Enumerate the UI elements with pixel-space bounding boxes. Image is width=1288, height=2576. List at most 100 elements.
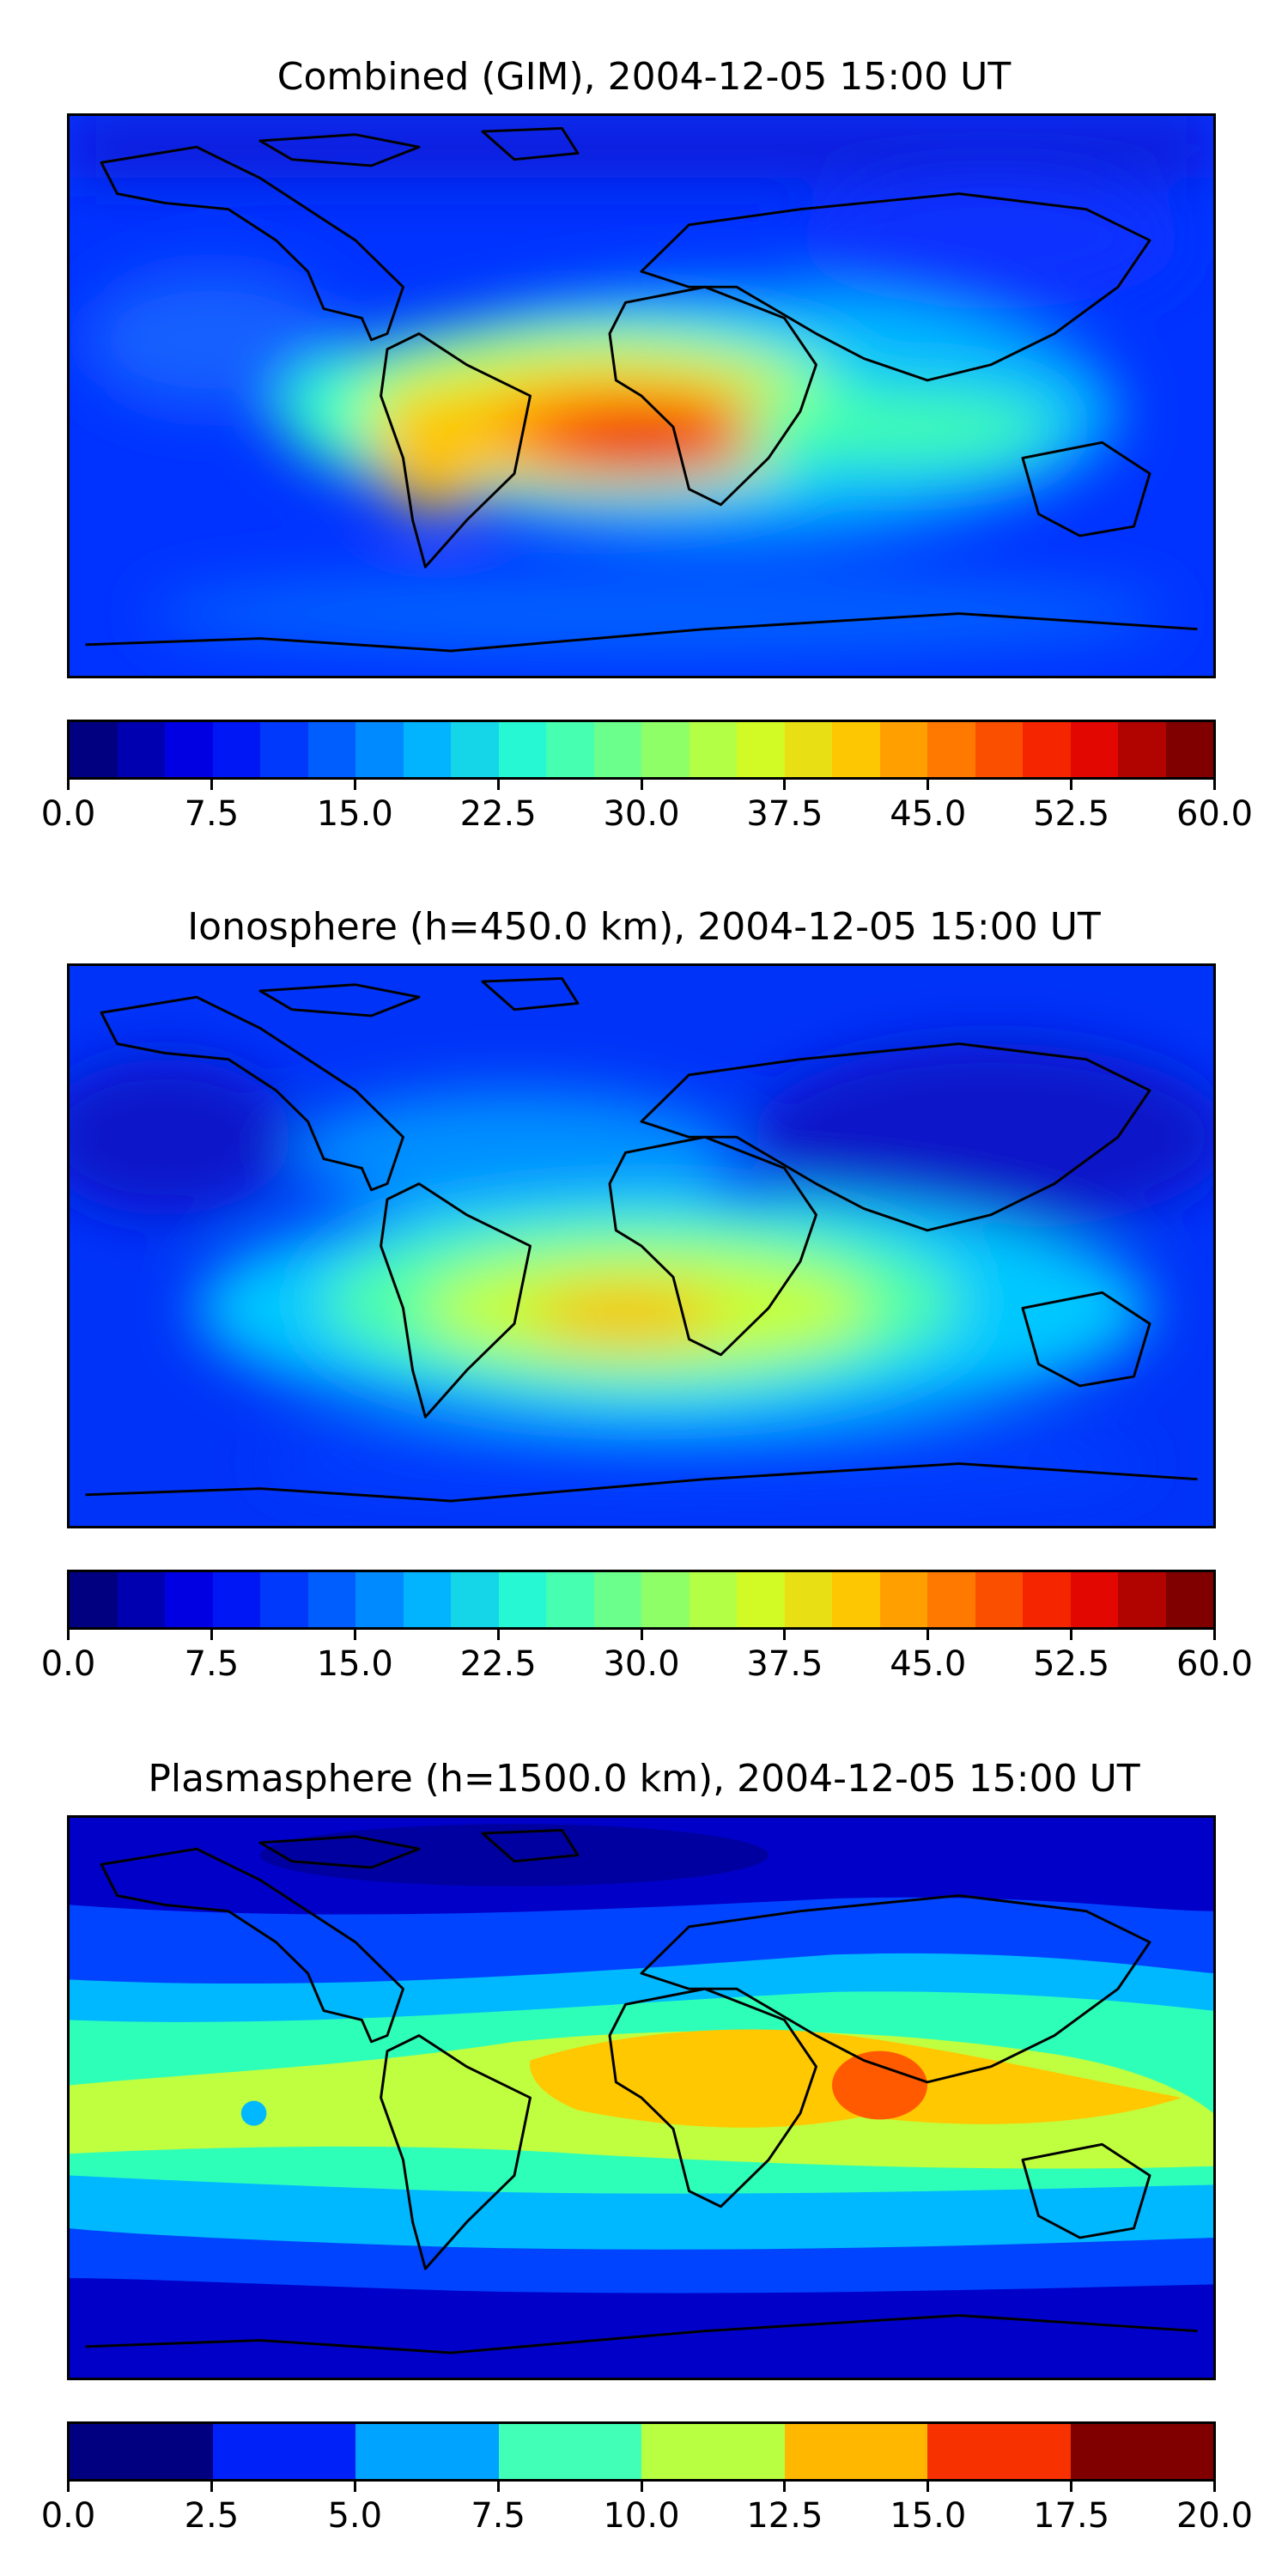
colorbar-tick-mark [1213,780,1216,790]
colorbar-tick-label: 5.0 [327,2496,383,2536]
colorbar-segment [927,1572,975,1627]
colorbar-segment [975,722,1023,777]
colorbar-tick-mark [1070,2482,1073,2492]
colorbar-segment [498,1572,546,1627]
colorbar-tick-label: 7.5 [471,2496,526,2536]
colorbar-segment [927,722,975,777]
colorbar-segment [70,722,118,777]
colorbar-tick-mark [783,1630,787,1640]
panel-1-title: Combined (GIM), 2004-12-05 15:00 UT [276,55,1012,99]
colorbar-tick-mark [353,780,356,790]
colorbar-tick-mark [640,780,643,790]
colorbar-segment [641,2424,785,2479]
panel-3-colorbar-ticks: 0.0 2.5 5.0 7.5 10.0 12.5 15.0 17.5 20.0 [41,2482,1253,2536]
colorbar-tick-mark [927,780,930,790]
colorbar-segment [641,722,690,777]
panel-2-colorbar-ticks: 0.0 7.5 15.0 22.5 30.0 37.5 45.0 52.5 60.0 [41,1630,1253,1684]
colorbar-segment [165,1572,213,1627]
colorbar-segment [546,722,594,777]
colorbar-tick-mark [496,2482,500,2492]
colorbar-segment [355,722,404,777]
colorbar-tick-label: 12.5 [746,2496,823,2536]
panel-3-svg [70,1818,1213,2378]
colorbar-segment [546,1572,594,1627]
colorbar-tick-label: 60.0 [1176,794,1254,834]
colorbar-segment [403,1572,451,1627]
colorbar-tick-label: 15.0 [316,794,393,834]
colorbar-segment [212,1572,260,1627]
panel-1-colorbar [67,720,1216,780]
colorbar-tick-mark [496,780,500,790]
colorbar-segment [927,2424,1071,2479]
colorbar-tick-label: 52.5 [1033,794,1110,834]
colorbar-tick-mark [640,1630,643,1640]
colorbar-segment [1165,722,1213,777]
colorbar-segment [355,2424,499,2479]
panel-3-colorbar [67,2421,1216,2482]
panel-1-map [67,113,1216,678]
colorbar-tick-label: 20.0 [1176,2496,1254,2536]
colorbar-tick-mark [353,2482,356,2492]
colorbar-segment [498,722,546,777]
colorbar-segment [355,1572,404,1627]
colorbar-tick-mark [640,2482,643,2492]
colorbar-segment [307,722,355,777]
colorbar-segment [403,722,451,777]
colorbar-segment [212,722,260,777]
panel-3-title: Plasmasphere (h=1500.0 km), 2004-12-05 1… [148,1757,1140,1801]
colorbar-tick-mark [1213,2482,1216,2492]
colorbar-tick-label: 52.5 [1033,1644,1110,1684]
colorbar-segment [784,1572,832,1627]
colorbar-tick-label: 45.0 [890,794,967,834]
colorbar-tick-label: 10.0 [603,2496,680,2536]
colorbar-segment [737,722,785,777]
colorbar-segment [737,1572,785,1627]
colorbar-tick-label: 22.5 [459,794,537,834]
colorbar-segment [307,1572,355,1627]
colorbar-tick-mark [1070,1630,1073,1640]
colorbar-segment [975,1572,1023,1627]
colorbar-tick-label: 37.5 [746,1644,823,1684]
colorbar-segment [1070,2424,1213,2479]
colorbar-tick-label: 60.0 [1176,1644,1254,1684]
colorbar-segment [641,1572,690,1627]
colorbar-tick-label: 17.5 [1033,2496,1110,2536]
colorbar-tick-mark [783,2482,787,2492]
colorbar-segment [879,722,927,777]
colorbar-tick-mark [210,1630,213,1640]
colorbar-segment [593,1572,641,1627]
panel-1-colorbar-ticks: 0.0 7.5 15.0 22.5 30.0 37.5 45.0 52.5 60.0 [41,780,1253,834]
colorbar-tick-mark [210,2482,213,2492]
colorbar-tick-label: 22.5 [459,1644,537,1684]
colorbar-segment [832,722,880,777]
colorbar-tick-mark [353,1630,356,1640]
panel-1-svg [70,116,1213,676]
colorbar-tick-label: 0.0 [40,794,96,834]
colorbar-tick-mark [1070,780,1073,790]
colorbar-tick-mark [927,1630,930,1640]
colorbar-tick-label: 0.0 [40,2496,96,2536]
colorbar-segment [784,722,832,777]
colorbar-tick-label: 45.0 [890,1644,967,1684]
panel-1-field [70,116,1213,658]
colorbar-segment [1165,1572,1213,1627]
colorbar-tick-mark [783,780,787,790]
colorbar-segment [1070,1572,1118,1627]
colorbar-segment [689,722,737,777]
colorbar-tick-mark [496,1630,500,1640]
colorbar-segment [784,2424,927,2479]
panel-2-svg [70,966,1213,1526]
colorbar-segment [1118,1572,1166,1627]
colorbar-segment [1023,722,1071,777]
colorbar-segment [451,722,499,777]
colorbar-tick-label: 15.0 [316,1644,393,1684]
colorbar-tick-label: 7.5 [184,794,240,834]
colorbar-tick-mark [67,780,70,790]
panel-2-coastlines [85,977,1198,1503]
colorbar-segment [117,722,165,777]
colorbar-tick-label: 7.5 [184,1644,240,1684]
panel-2-map [67,963,1216,1528]
panel-2-title: Ionosphere (h=450.0 km), 2004-12-05 15:0… [187,905,1101,949]
panel-3-coastlines [85,1829,1198,2354]
panel-3-map [67,1815,1216,2380]
